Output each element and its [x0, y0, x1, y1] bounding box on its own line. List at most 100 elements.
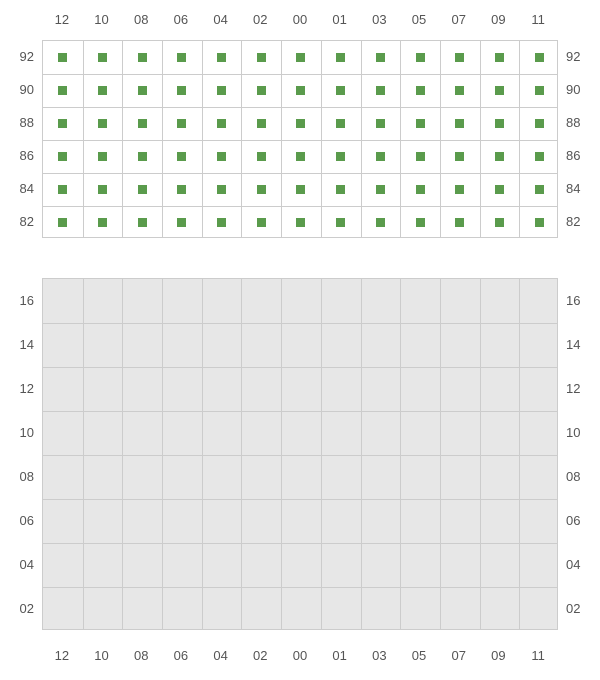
gridline-vertical — [400, 279, 401, 629]
grid-marker — [336, 185, 345, 194]
x-axis-label: 12 — [42, 648, 82, 663]
y-axis-label: 12 — [0, 366, 42, 410]
gridline-vertical — [519, 41, 520, 237]
y-axis-label: 16 — [558, 278, 600, 322]
gridline-vertical — [480, 279, 481, 629]
x-axis-label: 11 — [518, 12, 558, 27]
gridline-horizontal — [43, 173, 557, 174]
gridline-vertical — [83, 41, 84, 237]
gridline-horizontal — [43, 499, 557, 500]
gridline-horizontal — [43, 206, 557, 207]
y-axis-label: 82 — [558, 205, 600, 238]
y-axis-bottom-right: 1614121008060402 — [558, 278, 600, 630]
gridline-vertical — [281, 279, 282, 629]
grid-marker — [535, 119, 544, 128]
grid-marker — [177, 119, 186, 128]
y-axis-label: 84 — [558, 172, 600, 205]
grid-marker — [455, 86, 464, 95]
x-axis-label: 08 — [121, 648, 161, 663]
grid-marker — [98, 152, 107, 161]
grid-marker — [177, 86, 186, 95]
gridline-vertical — [440, 41, 441, 237]
y-axis-label: 04 — [558, 542, 600, 586]
grid-marker — [257, 53, 266, 62]
grid-marker — [138, 53, 147, 62]
y-axis-label: 06 — [558, 498, 600, 542]
bottom-grid — [42, 278, 558, 630]
y-axis-label: 08 — [558, 454, 600, 498]
gridline-vertical — [83, 279, 84, 629]
grid-marker — [257, 119, 266, 128]
y-axis-label: 12 — [558, 366, 600, 410]
y-axis-label: 14 — [0, 322, 42, 366]
grid-marker — [58, 218, 67, 227]
grid-marker — [535, 185, 544, 194]
x-axis-label: 04 — [201, 12, 241, 27]
y-axis-label: 08 — [0, 454, 42, 498]
grid-marker — [177, 53, 186, 62]
x-axis-label: 03 — [360, 12, 400, 27]
gridline-vertical — [122, 41, 123, 237]
grid-marker — [138, 218, 147, 227]
grid-marker — [217, 53, 226, 62]
x-axis-label: 01 — [320, 12, 360, 27]
x-axis-label: 03 — [360, 648, 400, 663]
grid-marker — [138, 119, 147, 128]
x-axis-label: 07 — [439, 12, 479, 27]
gridline-horizontal — [43, 140, 557, 141]
grid-marker — [455, 53, 464, 62]
chart-container: 12100806040200010305070911 929088868482 … — [0, 0, 600, 680]
gridline-vertical — [480, 41, 481, 237]
top-grid — [42, 40, 558, 238]
grid-marker — [296, 152, 305, 161]
grid-marker — [177, 152, 186, 161]
grid-marker — [336, 86, 345, 95]
grid-marker — [177, 218, 186, 227]
gridline-horizontal — [43, 587, 557, 588]
y-axis-label: 88 — [558, 106, 600, 139]
grid-marker — [416, 119, 425, 128]
grid-marker — [416, 185, 425, 194]
grid-marker — [296, 218, 305, 227]
grid-marker — [535, 86, 544, 95]
grid-marker — [455, 218, 464, 227]
grid-marker — [98, 53, 107, 62]
grid-marker — [58, 119, 67, 128]
grid-marker — [416, 86, 425, 95]
grid-marker — [336, 152, 345, 161]
x-axis-label: 06 — [161, 648, 201, 663]
grid-marker — [58, 185, 67, 194]
grid-marker — [455, 152, 464, 161]
grid-marker — [336, 119, 345, 128]
gridline-vertical — [162, 279, 163, 629]
y-axis-label: 92 — [558, 40, 600, 73]
grid-marker — [455, 185, 464, 194]
grid-marker — [138, 185, 147, 194]
x-axis-label: 11 — [518, 648, 558, 663]
grid-marker — [98, 218, 107, 227]
grid-marker — [416, 53, 425, 62]
gridline-horizontal — [43, 74, 557, 75]
gridline-vertical — [321, 41, 322, 237]
grid-marker — [495, 86, 504, 95]
gridline-vertical — [361, 279, 362, 629]
y-axis-label: 90 — [558, 73, 600, 106]
grid-marker — [296, 86, 305, 95]
grid-marker — [217, 152, 226, 161]
grid-marker — [217, 218, 226, 227]
y-axis-label: 10 — [558, 410, 600, 454]
gridline-vertical — [241, 279, 242, 629]
gridline-vertical — [519, 279, 520, 629]
grid-marker — [535, 218, 544, 227]
grid-marker — [177, 185, 186, 194]
y-axis-label: 04 — [0, 542, 42, 586]
top-grid-inner — [43, 41, 557, 237]
gridline-vertical — [202, 279, 203, 629]
gridline-vertical — [281, 41, 282, 237]
grid-marker — [455, 119, 464, 128]
grid-marker — [257, 218, 266, 227]
grid-marker — [336, 53, 345, 62]
y-axis-label: 88 — [0, 106, 42, 139]
bottom-grid-inner — [43, 279, 557, 629]
grid-marker — [98, 119, 107, 128]
